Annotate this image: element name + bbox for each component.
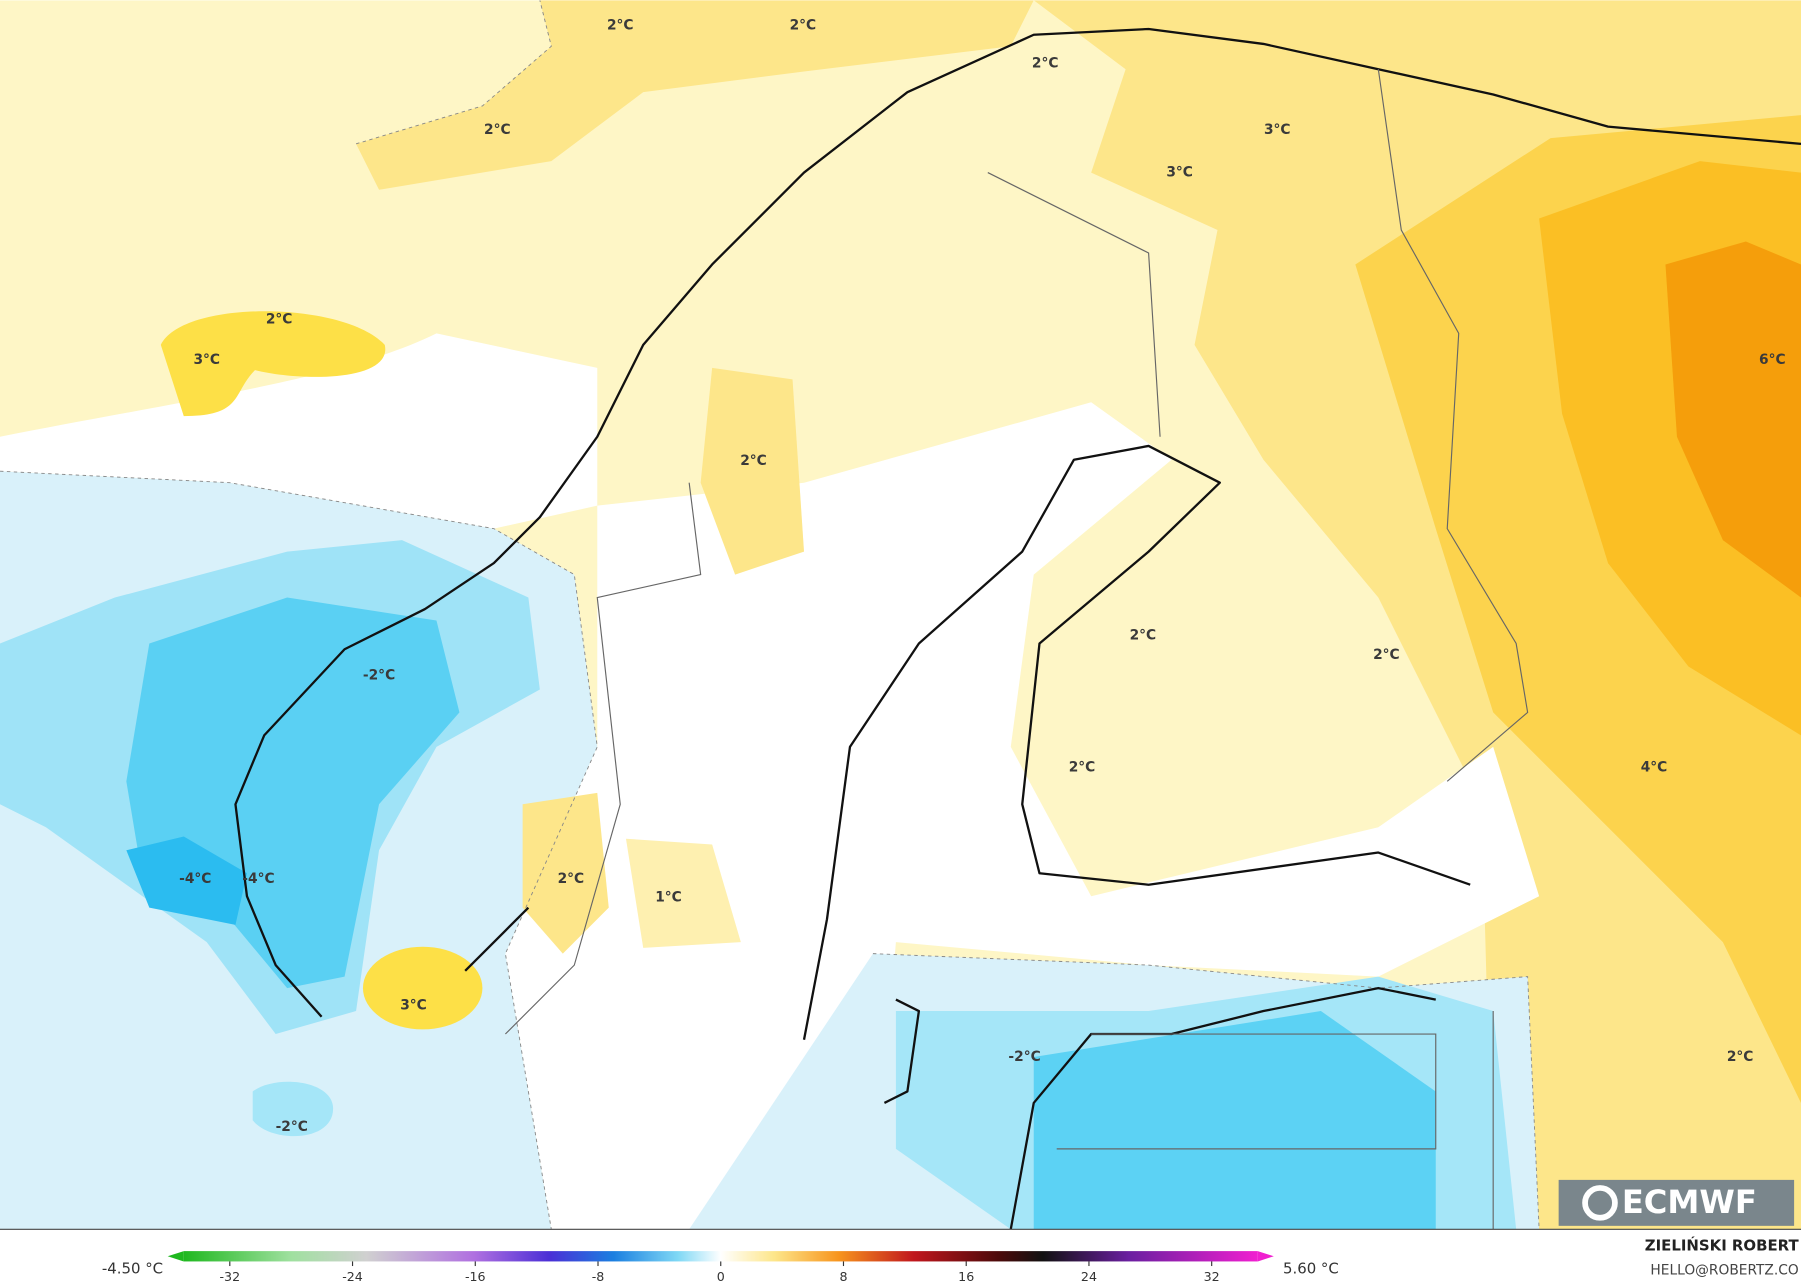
contour-label: 3°C (1166, 165, 1193, 181)
credit-contact: HELLO@ROBERTZ.CO (1650, 1263, 1798, 1279)
contour-label: 3°C (1264, 122, 1291, 138)
contour-label: -2°C (276, 1119, 308, 1135)
contour-label: 3°C (193, 352, 220, 368)
credit-name: ZIELIŃSKI ROBERT (1645, 1237, 1800, 1255)
colorbar-arrow (167, 1251, 184, 1262)
colorbar-tick-label: 32 (1204, 1269, 1220, 1284)
contour-label: 2°C (1373, 647, 1400, 663)
contour-label: 2°C (1727, 1049, 1754, 1065)
colorbar-tick-label: 24 (1081, 1269, 1097, 1284)
contour-label: 2°C (484, 122, 511, 138)
colorbar: -4.50 °C 5.60 °C -32 -24 -16 -8 0 8 16 24 32 (102, 1251, 1339, 1284)
contour-label: 2°C (266, 312, 293, 328)
contour-label: 2°C (607, 18, 634, 34)
colorbar-tick-label: -24 (342, 1269, 363, 1284)
min-value: -4.50 °C (102, 1259, 163, 1277)
contour-label: 3°C (400, 997, 427, 1013)
contour-label: 6°C (1759, 352, 1786, 368)
contour-label: 2°C (1130, 627, 1157, 643)
contour-label: 2°C (790, 18, 817, 34)
contour-label: 1°C (655, 889, 682, 905)
contour-label: 2°C (1032, 55, 1059, 71)
colorbar-tick-label: 8 (839, 1269, 847, 1284)
contour-label: -4°C (242, 871, 274, 887)
colorbar-tick-label: 0 (717, 1269, 725, 1284)
colorbar-tick-label: -8 (592, 1269, 605, 1284)
contour-label: 2°C (1069, 760, 1096, 776)
ecmwf-logo: ECMWF (1558, 1179, 1795, 1226)
contour-labels: 2°C 2°C 2°C 2°C 3°C 3°C 2°C 3°C 6°C 2°C 2°C 2°C -2°C… (179, 18, 1785, 1136)
contour-label: -2°C (1008, 1049, 1040, 1065)
colorbar-arrow (1257, 1251, 1274, 1262)
contour-label: 4°C (1641, 760, 1668, 776)
max-value: 5.60 °C (1283, 1259, 1339, 1277)
colorbar-tick-label: 16 (958, 1269, 974, 1284)
logo-text: ECMWF (1622, 1183, 1757, 1221)
contour-label: -2°C (363, 668, 395, 684)
logo-icon (1582, 1185, 1618, 1221)
colorbar-tick-label: -16 (465, 1269, 486, 1284)
colorbar-ramp (183, 1251, 1258, 1262)
contour-label: -4°C (179, 871, 211, 887)
contour-label: 2°C (740, 453, 767, 469)
colorbar-tick-label: -32 (219, 1269, 240, 1284)
contour-label: 2°C (558, 871, 585, 887)
map-fields (0, 0, 1801, 1230)
